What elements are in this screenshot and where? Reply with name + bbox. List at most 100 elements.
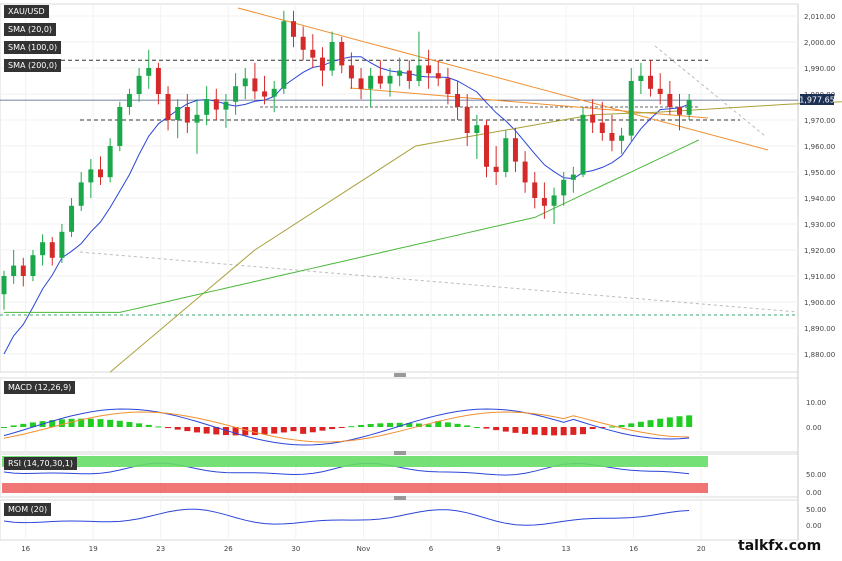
candle-body xyxy=(20,265,26,276)
y-tick-label: 1,940.00 xyxy=(804,195,835,203)
macd-tick-label: 0.00 xyxy=(806,424,822,432)
macd-panel[interactable] xyxy=(0,377,799,453)
candle-body xyxy=(175,107,181,120)
candle-body xyxy=(484,125,489,167)
y-tick-label: 1,910.00 xyxy=(804,273,835,281)
mom-label[interactable]: MOM (20) xyxy=(4,503,52,516)
macd-histogram-bar xyxy=(493,427,500,431)
macd-resize-handle[interactable] xyxy=(394,373,406,377)
macd-histogram-bar xyxy=(1,427,7,428)
rsi-overbought-band xyxy=(2,456,708,467)
macd-histogram-bar xyxy=(155,426,162,428)
macd-histogram-bar xyxy=(358,424,365,427)
macd-label[interactable]: MACD (12,26,9) xyxy=(4,381,76,394)
y-tick-label: 1,990.00 xyxy=(804,65,835,73)
mom-resize-handle[interactable] xyxy=(394,496,406,500)
x-tick-label: 30 xyxy=(291,545,300,553)
last-price-badge: 1,977.65 xyxy=(799,94,835,105)
macd-histogram-bar xyxy=(136,423,143,427)
candle-body xyxy=(88,169,94,183)
candle-body xyxy=(570,174,576,180)
signal-line xyxy=(3,411,690,443)
macd-histogram-bar xyxy=(338,427,345,428)
macd-histogram-bar xyxy=(560,427,567,436)
y-tick-label: 1,880.00 xyxy=(804,351,835,359)
sma20-label[interactable]: SMA (20,0) xyxy=(4,23,57,36)
x-tick-label: 9 xyxy=(496,545,500,553)
y-tick-label: 1,950.00 xyxy=(804,169,835,177)
x-tick-label: 16 xyxy=(629,545,638,553)
candle-body xyxy=(69,205,75,232)
macd-histogram-bar xyxy=(203,427,210,434)
y-tick-label: 1,960.00 xyxy=(804,143,835,151)
macd-histogram-bar xyxy=(551,427,558,436)
candle-body xyxy=(686,100,692,115)
sma100-label[interactable]: SMA (100,0) xyxy=(4,41,62,54)
macd-histogram-bar xyxy=(589,427,596,430)
candle-body xyxy=(512,138,518,162)
symbol-label[interactable]: XAU/USD xyxy=(4,5,49,18)
mom-panel[interactable] xyxy=(0,499,799,541)
macd-histogram-bar xyxy=(541,427,548,436)
candle-body xyxy=(561,179,567,196)
candle-body xyxy=(474,125,480,133)
macd-histogram-bar xyxy=(348,426,355,428)
candle-body xyxy=(262,91,268,97)
rsi-resize-handle[interactable] xyxy=(394,451,406,455)
candle-body xyxy=(136,75,142,94)
macd-histogram-bar xyxy=(599,427,606,428)
candle-body xyxy=(223,101,229,110)
candle-body xyxy=(503,138,509,172)
macd-histogram-bar xyxy=(242,427,249,436)
macd-histogram-bar xyxy=(78,418,85,427)
sma200-line xyxy=(4,139,700,313)
candle-body xyxy=(638,75,644,81)
candle-body xyxy=(242,78,248,87)
macd-histogram-bar xyxy=(686,415,693,427)
sma200-label[interactable]: SMA (200,0) xyxy=(4,59,62,72)
macd-histogram-bar xyxy=(425,424,432,427)
macd-histogram-bar xyxy=(271,427,278,434)
x-tick-label: 23 xyxy=(156,545,165,553)
macd-histogram-bar xyxy=(657,418,664,427)
candle-body xyxy=(1,276,7,295)
x-tick-label: 20 xyxy=(697,545,706,553)
candle-body xyxy=(291,21,296,37)
candle-body xyxy=(455,94,461,107)
macd-histogram-bar xyxy=(406,423,413,427)
x-tick-label: 13 xyxy=(562,545,571,553)
x-tick-label: 16 xyxy=(21,545,30,553)
mom-tick-label: 50.00 xyxy=(806,506,826,514)
candle-body xyxy=(194,114,200,123)
candle-body xyxy=(117,107,123,146)
macd-histogram-bar xyxy=(213,427,220,435)
macd-histogram-bar xyxy=(145,424,152,427)
rsi-label[interactable]: RSI (14,70,30,1) xyxy=(4,457,78,470)
macd-histogram-bar xyxy=(522,427,529,434)
candle-body xyxy=(146,68,152,76)
price-panel[interactable] xyxy=(0,3,799,373)
macd-histogram-bar xyxy=(174,427,181,430)
macd-histogram-bar xyxy=(116,420,123,427)
macd-tick-label: 10.00 xyxy=(806,399,826,407)
candle-body xyxy=(233,86,239,102)
candle-body xyxy=(107,146,113,178)
macd-histogram-bar xyxy=(396,422,403,427)
candle-body xyxy=(339,42,345,66)
candle-body xyxy=(551,195,557,206)
macd-histogram-bar xyxy=(20,423,27,427)
last-price-label: 1,977.65 xyxy=(799,96,835,105)
candle-body xyxy=(204,99,210,115)
candle-body xyxy=(11,265,17,276)
macd-histogram-bar xyxy=(165,427,172,429)
macd-histogram-bar xyxy=(570,427,577,435)
candle-body xyxy=(406,70,412,81)
legend: XAU/USD SMA (20,0) SMA (100,0) SMA (200,… xyxy=(4,5,62,72)
y-tick-label: 1,930.00 xyxy=(804,221,835,229)
candle-body xyxy=(416,65,422,81)
candle-body xyxy=(281,21,287,89)
candle-body xyxy=(580,114,586,175)
mom-line xyxy=(3,508,690,526)
candle-body xyxy=(358,78,364,89)
macd-histogram-bar xyxy=(68,418,75,427)
